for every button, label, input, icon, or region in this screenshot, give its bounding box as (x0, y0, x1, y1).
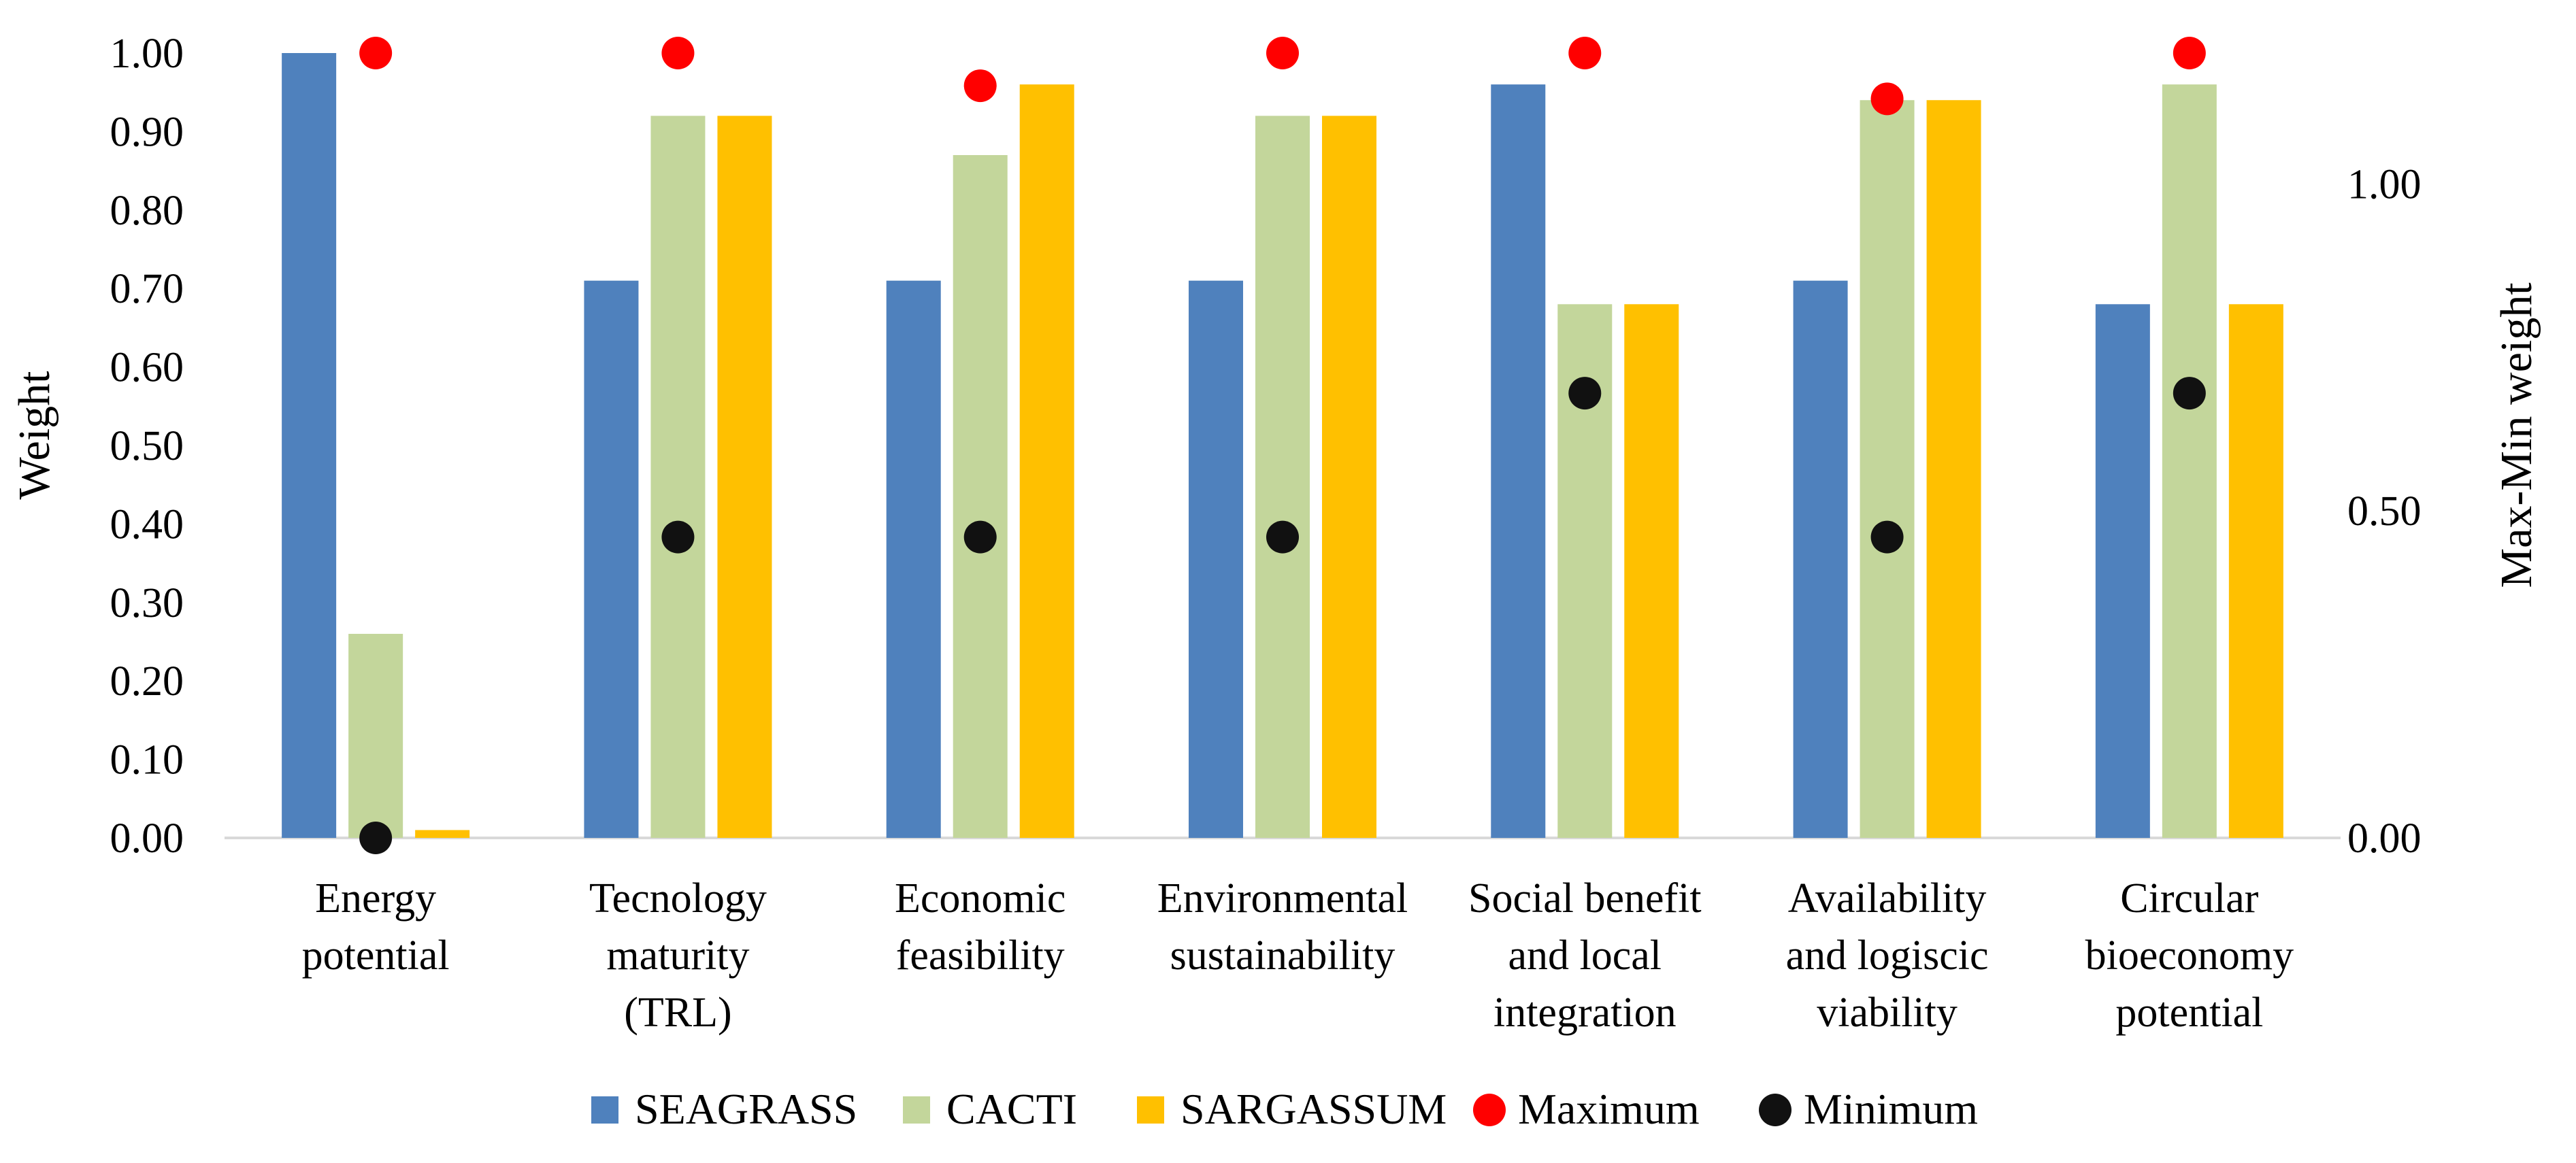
x-tick-label: viability (1817, 990, 1958, 1036)
marker-maximum (1870, 82, 1904, 116)
marker-maximum (1266, 37, 1299, 69)
x-tick-label: feasibility (896, 932, 1065, 979)
x-tick-label: bioeconomy (2085, 932, 2294, 979)
marker-minimum (1266, 520, 1299, 554)
bar-sargassum (1019, 84, 1074, 838)
x-tick-label: and logiscic (1786, 932, 1989, 979)
bar-seagrass (1491, 84, 1546, 838)
y2-tick-label: 1.00 (2347, 161, 2422, 207)
y-axis-title: Weight (10, 371, 59, 500)
bar-seagrass (2095, 304, 2150, 838)
bar-seagrass (282, 53, 337, 838)
marker-minimum (661, 520, 695, 554)
bar-sargassum (2228, 304, 2283, 838)
y2-axis-title: Max-Min weight (2492, 282, 2541, 588)
marker-minimum (359, 822, 393, 854)
marker-maximum (359, 37, 393, 69)
legend-label-sargassum: SARGASSUM (1180, 1085, 1447, 1133)
x-tick-label: Tecnology (589, 875, 767, 922)
marker-maximum (2173, 37, 2206, 69)
x-tick-label: potential (2115, 990, 2263, 1036)
legend-item-seagrass: SEAGRASS (591, 1085, 857, 1133)
x-tick-label: potential (302, 932, 450, 979)
bar-seagrass (584, 280, 639, 838)
x-tick-label: Energy (315, 875, 436, 922)
bar-seagrass (1793, 280, 1848, 838)
legend-swatch-cacti (903, 1096, 930, 1124)
bar-cacti (348, 633, 403, 838)
marker-minimum (2173, 377, 2206, 410)
y-tick-label: 1.00 (110, 31, 184, 77)
legend-label-seagrass: SEAGRASS (635, 1085, 857, 1133)
legend-swatch-minimum (1759, 1094, 1791, 1126)
marker-maximum (661, 37, 695, 69)
y-tick-label: 0.30 (110, 580, 184, 626)
bar-sargassum (717, 116, 772, 838)
y-tick-label: 0.80 (110, 188, 184, 234)
marker-minimum (1568, 377, 1602, 410)
y-tick-label: 0.00 (110, 815, 184, 862)
x-tick-label: integration (1493, 990, 1677, 1036)
marker-minimum (963, 520, 997, 554)
marker-minimum (1870, 520, 1904, 554)
bar-sargassum (1926, 100, 1981, 839)
legend-item-maximum: Maximum (1473, 1085, 1700, 1133)
legend-label-minimum: Minimum (1804, 1085, 1978, 1133)
bar-sargassum (415, 830, 470, 838)
legend-item-sargassum: SARGASSUM (1137, 1085, 1447, 1133)
legend-swatch-seagrass (591, 1096, 618, 1124)
bar-cacti (1255, 116, 1310, 838)
x-tick-label: maturity (606, 932, 749, 979)
x-tick-label: and local (1508, 932, 1662, 979)
bar-cacti (953, 155, 1008, 838)
legend-item-minimum: Minimum (1759, 1085, 1978, 1133)
y-tick-label: 0.60 (110, 345, 184, 391)
bar-cacti (1860, 100, 1915, 839)
y-tick-label: 0.70 (110, 266, 184, 312)
marker-maximum (1568, 37, 1602, 69)
x-tick-label: Circular (2120, 875, 2258, 922)
legend-label-maximum: Maximum (1518, 1085, 1700, 1133)
x-tick-label: Economic (895, 875, 1066, 922)
x-tick-label: Social benefit (1468, 875, 1702, 922)
legend-swatch-maximum (1473, 1094, 1506, 1126)
y-tick-label: 0.50 (110, 423, 184, 469)
legend-item-cacti: CACTI (903, 1085, 1077, 1133)
markers (359, 37, 2206, 854)
bar-seagrass (886, 280, 941, 838)
axes: 0.00 0.10 0.20 0.30 0.40 0.50 0.60 0.70 0.80 0.90… (110, 31, 2422, 1036)
bar-cacti (650, 116, 706, 838)
bar-sargassum (1322, 116, 1376, 838)
labels: Weight Max-Min weight (10, 282, 2541, 588)
legend-swatch-sargassum (1137, 1096, 1164, 1124)
y2-tick-label: 0.50 (2347, 488, 2422, 535)
x-tick-label: (TRL) (624, 990, 731, 1036)
legend: SEAGRASS CACTI SARGASSUM Maximum Minimum (591, 1085, 1978, 1133)
x-tick-label: Environmental (1157, 875, 1408, 922)
y-tick-label: 0.10 (110, 737, 184, 783)
marker-maximum (963, 69, 997, 103)
bar-cacti (2162, 84, 2217, 838)
x-tick-label: Availability (1788, 875, 1987, 922)
legend-label-cacti: CACTI (946, 1085, 1077, 1133)
y2-tick-label: 0.00 (2347, 815, 2422, 862)
x-tick-label: sustainability (1170, 932, 1396, 979)
y-tick-label: 0.20 (110, 658, 184, 705)
bar-seagrass (1189, 280, 1243, 838)
bar-sargassum (1624, 304, 1679, 838)
y-tick-label: 0.90 (110, 109, 184, 155)
bars (282, 53, 2283, 839)
y-tick-label: 0.40 (110, 501, 184, 547)
